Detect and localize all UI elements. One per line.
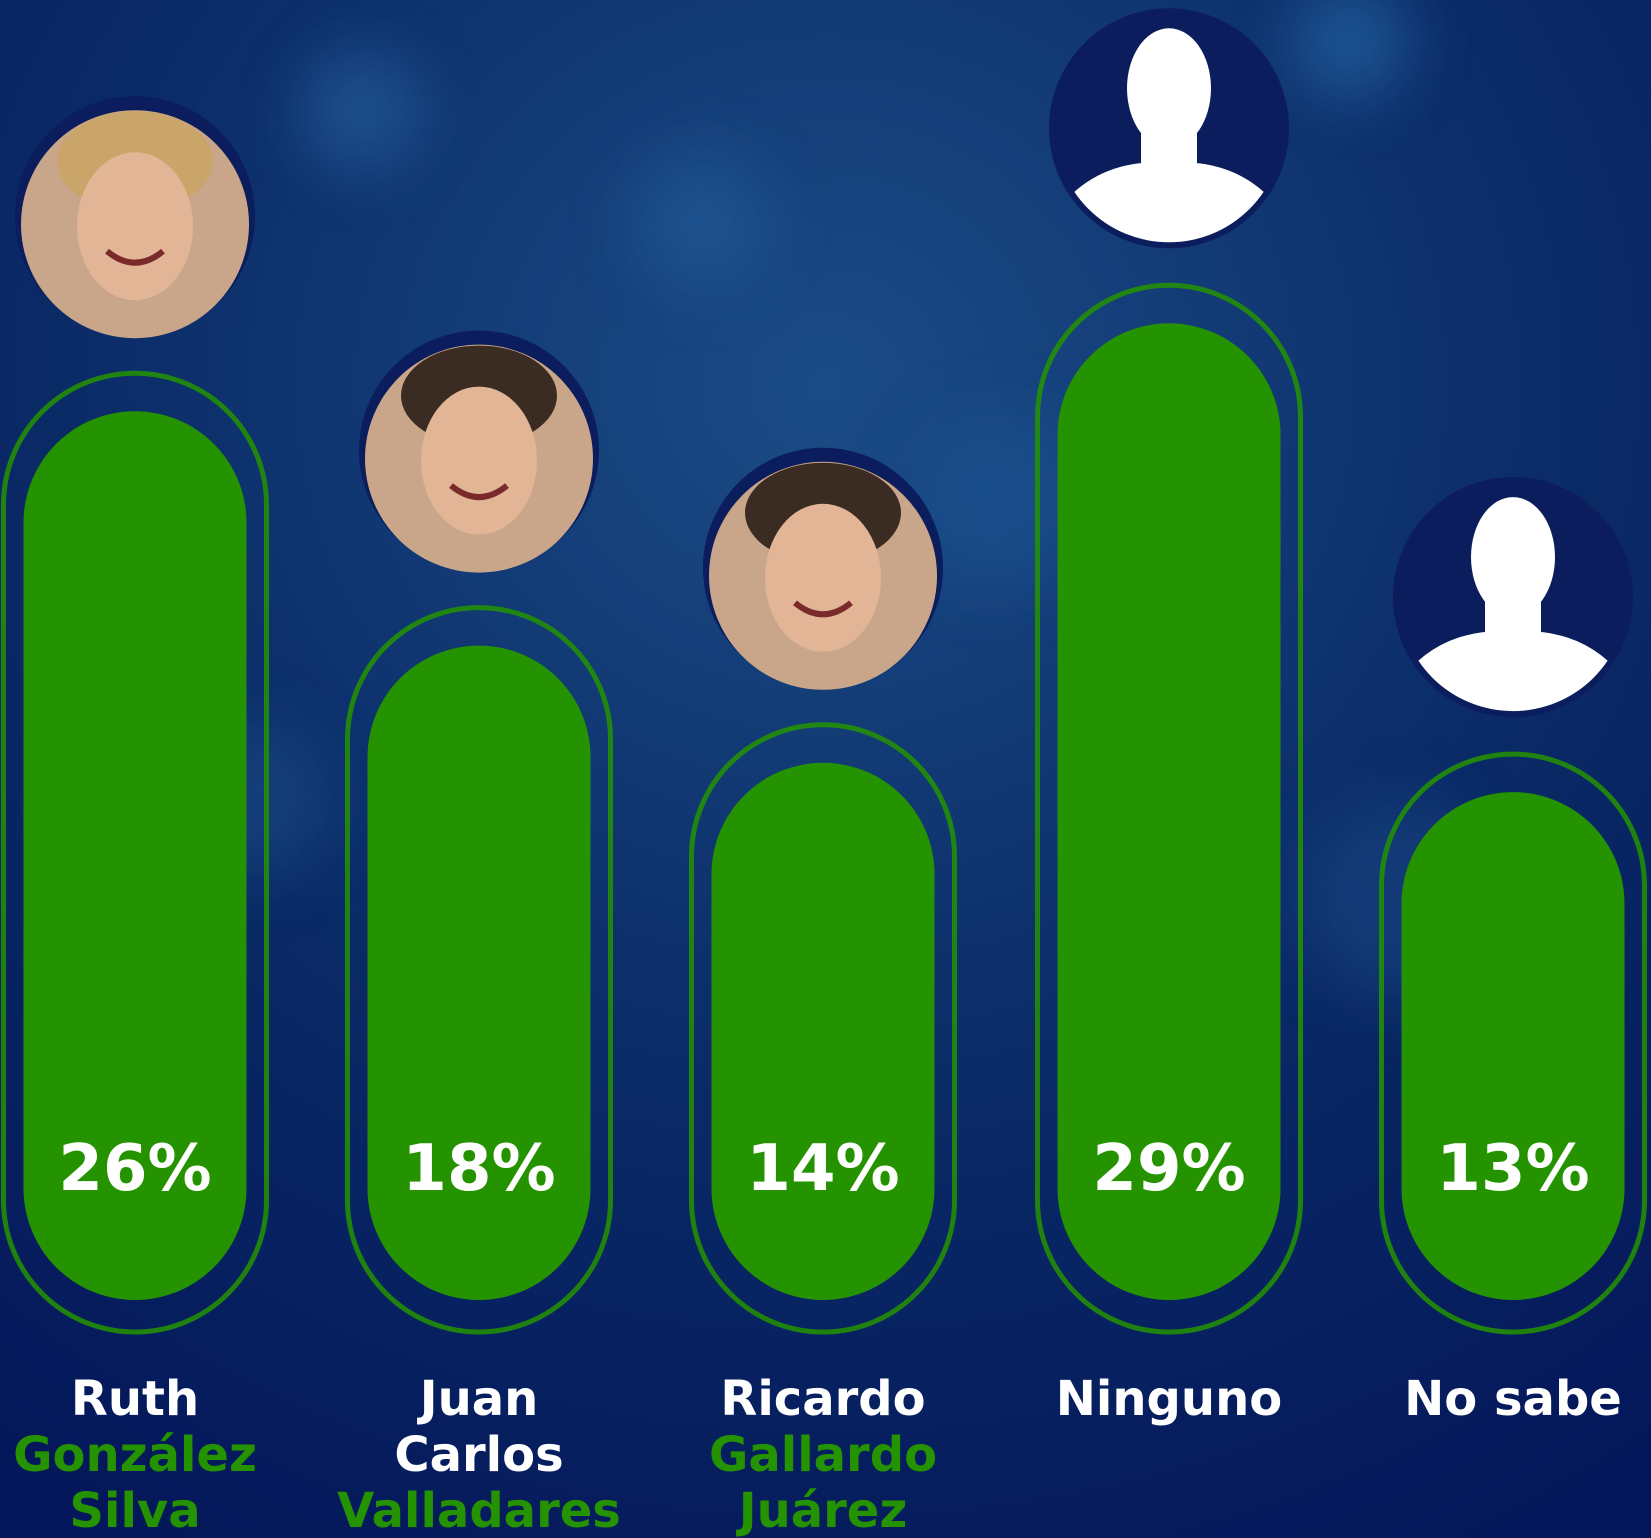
category-label: Ruth González Silva — [13, 1371, 257, 1538]
category-label: No sabe — [1404, 1371, 1622, 1427]
bar — [1057, 323, 1281, 1300]
category-given-name: Juan — [417, 1371, 539, 1427]
category-given-name: No sabe — [1404, 1371, 1622, 1427]
avatar — [703, 447, 943, 690]
category-surname: Valladares — [337, 1483, 621, 1538]
category-label: Ninguno — [1056, 1371, 1282, 1427]
bar-outline — [1, 370, 269, 1335]
value-label: 14% — [746, 1132, 899, 1206]
bar — [23, 411, 247, 1300]
category-surname: González — [13, 1427, 257, 1483]
category-surname: Silva — [69, 1483, 200, 1538]
category-surname: Gallardo — [709, 1427, 937, 1483]
avatar — [359, 330, 599, 573]
bar — [711, 762, 935, 1300]
avatar-head — [1127, 28, 1211, 149]
bar-outline — [1379, 751, 1647, 1335]
avatar-head — [1471, 497, 1555, 618]
bar-outline — [689, 722, 957, 1335]
value-label: 29% — [1092, 1132, 1245, 1206]
category-given-name: Ruth — [71, 1371, 199, 1427]
avatar-face — [77, 152, 193, 301]
bar — [1401, 792, 1625, 1300]
avatar-smile — [105, 248, 165, 266]
category-given-name: Ninguno — [1056, 1371, 1282, 1427]
value-label: 18% — [402, 1132, 555, 1206]
avatar — [15, 96, 255, 339]
avatar-face — [765, 503, 881, 652]
category-surname: Juárez — [736, 1483, 908, 1538]
avatar-smile — [449, 483, 509, 500]
avatar — [1393, 477, 1633, 718]
category-label: Ricardo Gallardo Juárez — [709, 1371, 937, 1538]
avatar-face — [421, 386, 537, 535]
value-label: 13% — [1436, 1132, 1589, 1206]
bar-outline — [345, 605, 613, 1335]
value-label: 26% — [58, 1132, 211, 1206]
category-given-name: Carlos — [394, 1427, 563, 1483]
bar — [367, 645, 591, 1300]
category-given-name: Ricardo — [720, 1371, 925, 1427]
category-label: Juan Carlos Valladares — [337, 1371, 621, 1538]
avatar-smile — [793, 600, 853, 618]
bar-outline — [1035, 282, 1303, 1335]
